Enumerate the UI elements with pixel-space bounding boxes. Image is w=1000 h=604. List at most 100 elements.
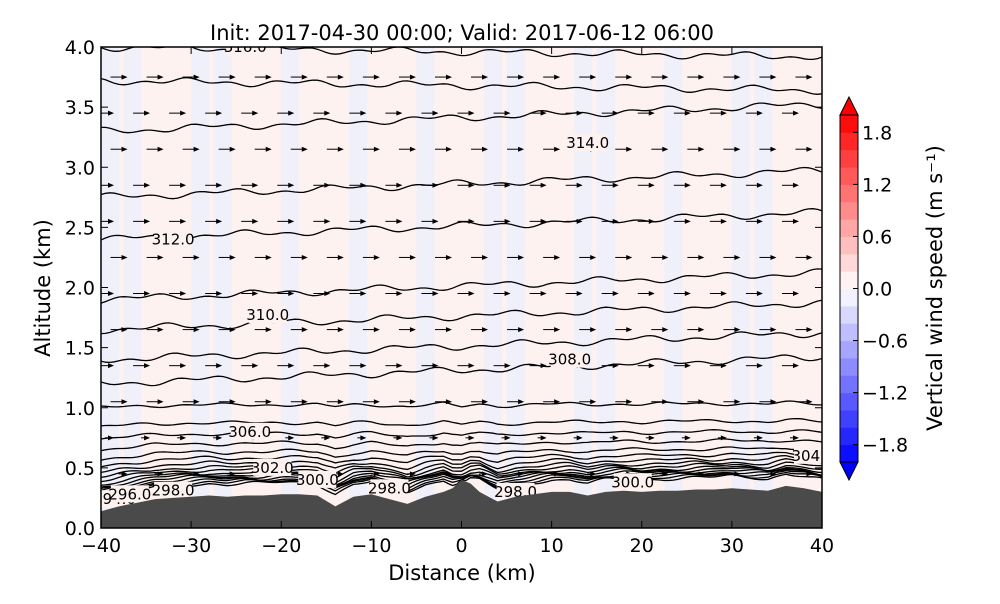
wind-vector-51 bbox=[507, 399, 525, 405]
wind-vector-117 bbox=[709, 291, 727, 297]
wind-vector-192 bbox=[543, 146, 561, 152]
field-stripe-3 bbox=[213, 47, 232, 528]
wind-vector-96 bbox=[687, 327, 705, 333]
contour-302 bbox=[101, 451, 822, 468]
wind-vector-230 bbox=[471, 74, 489, 80]
wind-vector-206 bbox=[313, 110, 331, 116]
wind-vector-39 bbox=[789, 435, 799, 441]
wind-vector-208 bbox=[385, 110, 403, 116]
x-axis-label: Distance (km) bbox=[388, 561, 536, 585]
field-stripe-9 bbox=[574, 47, 593, 528]
wind-vector-79 bbox=[781, 363, 799, 369]
contour-316 bbox=[101, 47, 822, 61]
y-tick-label-4: 2.0 bbox=[65, 278, 95, 300]
wind-vector-65 bbox=[277, 363, 295, 369]
contour-label-2: 298.0 bbox=[152, 482, 195, 500]
wind-vector-162 bbox=[169, 182, 187, 188]
wind-vector-226 bbox=[326, 74, 344, 80]
wind-vector-133 bbox=[579, 254, 597, 260]
wind-vector-223 bbox=[218, 74, 236, 80]
wind-vector-132 bbox=[543, 254, 561, 260]
colorbar-label: Vertical wind speed (m s⁻¹) bbox=[923, 145, 947, 431]
wind-vector-41 bbox=[146, 399, 164, 405]
wind-vector-153 bbox=[565, 218, 583, 224]
contour-label-bg-10 bbox=[550, 350, 589, 368]
wind-vector-29 bbox=[429, 435, 439, 441]
wind-vector-174 bbox=[601, 182, 619, 188]
contour-label-8: 304.0 bbox=[792, 447, 835, 465]
wind-vector-13 bbox=[587, 471, 597, 477]
wind-vector-81 bbox=[146, 327, 164, 333]
wind-vector-134 bbox=[615, 254, 633, 260]
wind-vector-125 bbox=[290, 254, 308, 260]
wind-vector-120 bbox=[110, 254, 128, 260]
contour-label-13: 314.0 bbox=[566, 134, 609, 152]
wind-vector-225 bbox=[290, 74, 308, 80]
contour-297 bbox=[101, 467, 822, 488]
wind-vector-122 bbox=[182, 254, 200, 260]
wind-vector-111 bbox=[493, 291, 511, 297]
wind-vector-173 bbox=[565, 182, 583, 188]
x-tick-label-4: 0 bbox=[455, 535, 467, 557]
colorbar-tick-label-6: 1.8 bbox=[862, 122, 892, 144]
wind-vector-155 bbox=[637, 218, 655, 224]
wind-vector-9 bbox=[442, 471, 452, 477]
wind-vector-183 bbox=[218, 146, 236, 152]
contour-300 bbox=[101, 458, 822, 479]
wind-vector-16 bbox=[695, 471, 705, 477]
wind-vector-80 bbox=[110, 327, 128, 333]
wind-vector-180 bbox=[110, 146, 128, 152]
x-tick-label-2: −20 bbox=[261, 535, 301, 557]
colorbar-bin-19 bbox=[840, 115, 858, 133]
wind-vector-234 bbox=[615, 74, 633, 80]
wind-vector-217 bbox=[709, 110, 727, 116]
wind-vector-21 bbox=[141, 435, 151, 441]
wind-vector-70 bbox=[457, 363, 475, 369]
wind-vector-64 bbox=[241, 363, 259, 369]
wind-vector-62 bbox=[169, 363, 187, 369]
wind-vector-66 bbox=[313, 363, 331, 369]
wind-vector-123 bbox=[218, 254, 236, 260]
wind-vector-127 bbox=[362, 254, 380, 260]
contour-label-10: 308.0 bbox=[548, 351, 591, 369]
contour-299 bbox=[101, 461, 822, 483]
colorbar bbox=[839, 95, 859, 482]
wind-vector-199 bbox=[795, 146, 813, 152]
wind-vector-184 bbox=[254, 146, 272, 152]
wind-vector-52 bbox=[543, 399, 561, 405]
field-stripe-2 bbox=[191, 47, 210, 528]
colorbar-bin-9 bbox=[840, 288, 858, 307]
wind-vector-76 bbox=[673, 363, 691, 369]
wind-vector-100 bbox=[101, 291, 115, 297]
wind-vector-151 bbox=[493, 218, 511, 224]
wind-vector-179 bbox=[781, 182, 799, 188]
colorbar-bin-17 bbox=[840, 149, 858, 168]
contour-label-bg-3 bbox=[370, 479, 409, 497]
wind-vector-203 bbox=[205, 110, 223, 116]
wind-vector-113 bbox=[565, 291, 583, 297]
wind-vector-237 bbox=[723, 74, 741, 80]
wind-vector-106 bbox=[313, 291, 331, 297]
contour-312 bbox=[101, 208, 822, 242]
wind-vector-95 bbox=[651, 327, 669, 333]
colorbar-bin-7 bbox=[840, 323, 858, 342]
contour-315 bbox=[101, 76, 822, 95]
colorbar-bin-12 bbox=[840, 236, 858, 255]
wind-vector-238 bbox=[759, 74, 777, 80]
contour-label-bg-13 bbox=[568, 134, 607, 152]
wind-vector-205 bbox=[277, 110, 295, 116]
wind-vector-17 bbox=[731, 471, 741, 477]
wind-vector-109 bbox=[421, 291, 439, 297]
wind-vector-33 bbox=[573, 435, 583, 441]
contour-298 bbox=[101, 465, 822, 486]
wind-vector-115 bbox=[637, 291, 655, 297]
x-tick-label-0: −40 bbox=[81, 535, 121, 557]
wind-vector-156 bbox=[673, 218, 691, 224]
contour-label-3: 298.0 bbox=[368, 479, 411, 497]
wind-vector-130 bbox=[471, 254, 489, 260]
colorbar-bin-1 bbox=[840, 427, 858, 446]
wind-vector-164 bbox=[241, 182, 259, 188]
wind-vector-176 bbox=[673, 182, 691, 188]
wind-vector-224 bbox=[254, 74, 272, 80]
wind-vector-214 bbox=[601, 110, 619, 116]
